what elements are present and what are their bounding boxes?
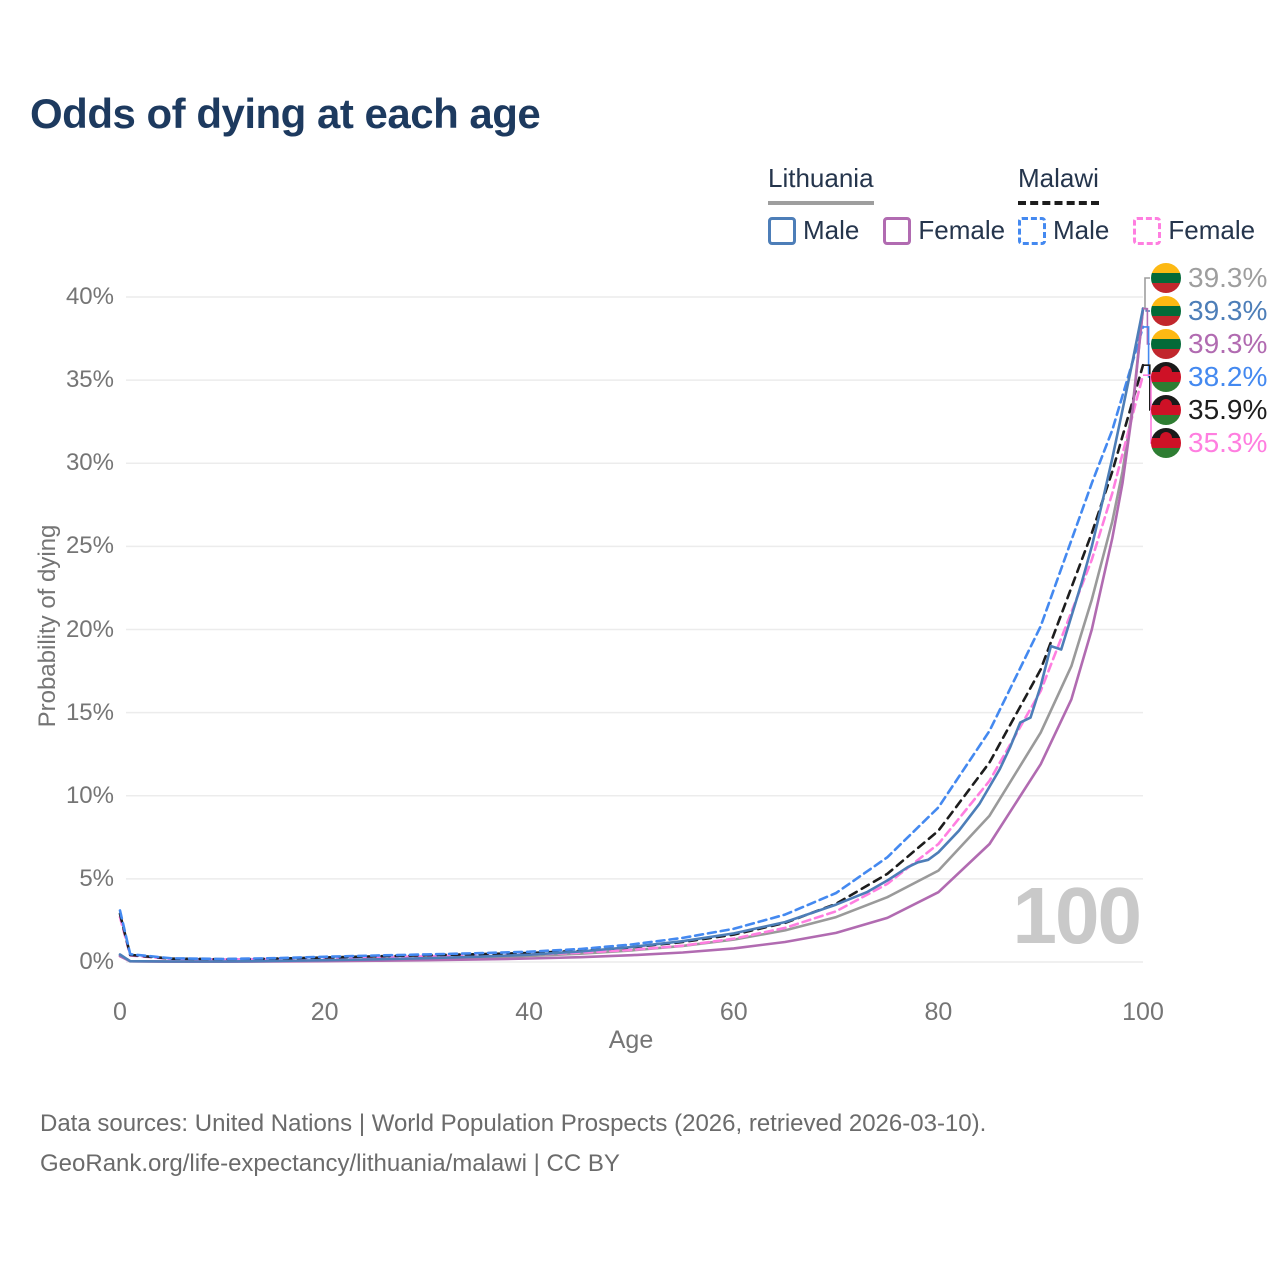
y-tick-label: 20% xyxy=(65,615,114,643)
legend-item-lithuania-male[interactable]: Male xyxy=(768,215,859,246)
malawi-sun-icon xyxy=(1160,399,1172,405)
x-tick-label: 60 xyxy=(719,998,748,1026)
footer: Data sources: United Nations | World Pop… xyxy=(40,1104,986,1184)
series-line-lithuania-both xyxy=(118,307,1145,963)
end-label-connector xyxy=(1143,326,1150,378)
y-tick-label: 10% xyxy=(65,781,114,809)
y-axis-title: Probability of dying xyxy=(34,524,61,728)
end-label-connector xyxy=(1143,277,1150,310)
y-tick-label: 30% xyxy=(65,449,114,477)
x-tick-label: 20 xyxy=(310,998,339,1026)
x-tick-label: 100 xyxy=(1122,998,1164,1026)
end-label-value: 38.2% xyxy=(1188,361,1268,392)
series-line-lithuania-female xyxy=(118,307,1145,964)
legend-label: Female xyxy=(918,215,1006,245)
malawi-female-swatch-icon xyxy=(1133,216,1162,245)
page-title: Odds of dying at each age xyxy=(30,90,541,137)
lithuania-flag-icon xyxy=(1151,296,1181,326)
lithuania-flag-icon xyxy=(1151,263,1181,293)
end-label-value: 35.9% xyxy=(1188,394,1268,425)
x-tick-label: 0 xyxy=(113,998,127,1026)
malawi-flag-icon xyxy=(1151,428,1181,458)
lithuania-flag-icon xyxy=(1151,329,1181,359)
y-tick-label: 5% xyxy=(79,864,114,892)
malawi-sun-icon xyxy=(1160,432,1172,438)
end-label-row: 39.3% xyxy=(1151,327,1267,361)
legend-group-lithuania: Lithuania Male Female xyxy=(768,163,1005,246)
legend-item-malawi-male[interactable]: Male xyxy=(1018,215,1109,246)
legend-title-malawi[interactable]: Malawi xyxy=(1018,163,1099,205)
x-tick-label: 40 xyxy=(515,998,544,1026)
x-axis-title: Age xyxy=(608,1026,654,1054)
age-watermark: 100 xyxy=(1012,871,1142,960)
end-label-value: 39.3% xyxy=(1188,295,1268,326)
end-label-value: 39.3% xyxy=(1188,328,1268,359)
end-label-value: 35.3% xyxy=(1188,427,1268,458)
footer-data-sources: Data sources: United Nations | World Pop… xyxy=(40,1110,987,1137)
malawi-flag-icon xyxy=(1151,362,1181,392)
y-tick-label: 25% xyxy=(65,532,114,560)
legend-label: Male xyxy=(803,215,860,245)
y-tick-label: 15% xyxy=(65,698,114,726)
y-tick-label: 35% xyxy=(65,366,114,394)
series-line-lithuania-male xyxy=(118,307,1145,963)
malawi-flag-icon xyxy=(1151,395,1181,425)
end-label-row: 35.3% xyxy=(1151,426,1267,460)
end-label-row: 39.3% xyxy=(1151,261,1267,295)
legend-title-lithuania[interactable]: Lithuania xyxy=(768,163,874,205)
end-label-value: 39.3% xyxy=(1188,262,1268,293)
y-tick-label: 40% xyxy=(65,283,114,310)
legend-label: Female xyxy=(1168,215,1256,245)
series-line-malawi-male xyxy=(118,325,1145,961)
footer-attribution-link[interactable]: GeoRank.org/life-expectancy/lithuania/ma… xyxy=(40,1150,620,1177)
lithuania-male-swatch-icon xyxy=(768,216,796,245)
end-label-row: 39.3% xyxy=(1151,294,1267,328)
end-label-row: 35.9% xyxy=(1151,393,1267,427)
malawi-male-swatch-icon xyxy=(1018,216,1046,245)
legend-item-malawi-female[interactable]: Female xyxy=(1133,215,1255,246)
legend-label: Male xyxy=(1053,215,1110,245)
legend-item-lithuania-female[interactable]: Female xyxy=(883,215,1005,246)
end-label-row: 38.2% xyxy=(1151,360,1267,394)
x-tick-label: 80 xyxy=(924,998,953,1026)
lithuania-female-swatch-icon xyxy=(883,216,912,245)
y-tick-label: 0% xyxy=(79,948,114,975)
legend-group-malawi: Malawi Male Female xyxy=(1018,163,1255,246)
series-line-malawi-female xyxy=(118,373,1145,961)
end-label-connector xyxy=(1143,364,1151,411)
malawi-sun-icon xyxy=(1160,366,1172,372)
